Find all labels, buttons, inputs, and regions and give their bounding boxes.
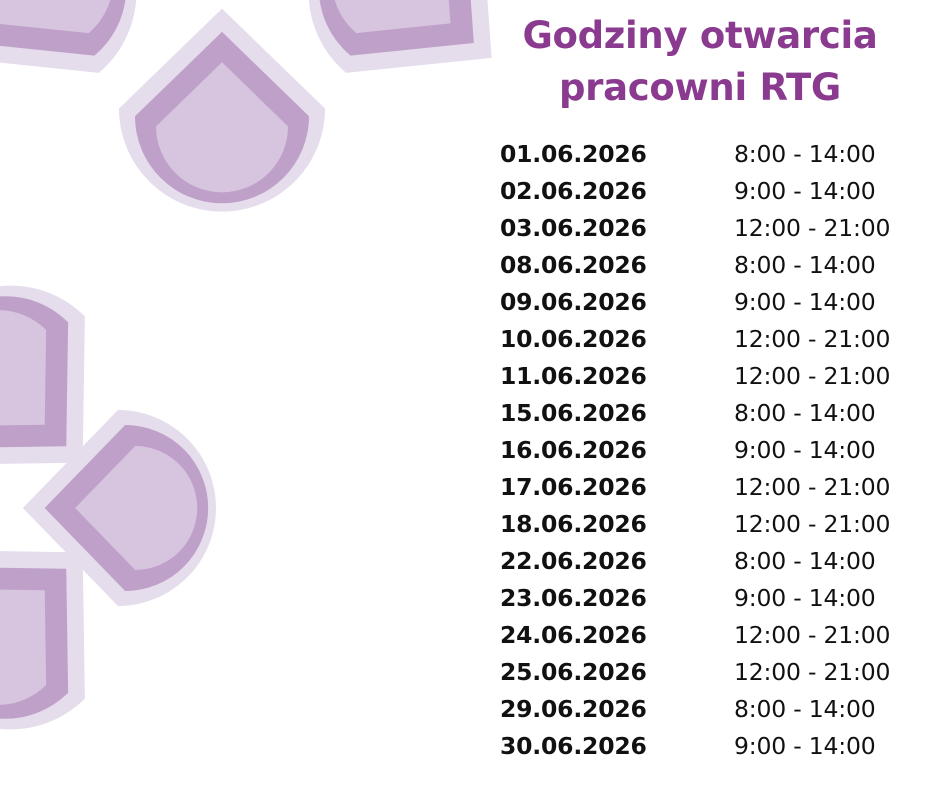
schedule-hours: 12:00 - 21:00 bbox=[734, 510, 891, 538]
schedule-hours: 12:00 - 21:00 bbox=[734, 621, 891, 649]
schedule-date: 08.06.2026 bbox=[500, 251, 647, 279]
schedule-row: 17.06.2026 12:00 - 21:00 bbox=[500, 468, 920, 505]
schedule-hours: 12:00 - 21:00 bbox=[734, 362, 891, 390]
schedule-date: 01.06.2026 bbox=[500, 140, 647, 168]
schedule-date: 23.06.2026 bbox=[500, 584, 647, 612]
schedule-date: 22.06.2026 bbox=[500, 547, 647, 575]
schedule-list: 01.06.2026 8:00 - 14:00 02.06.2026 9:00 … bbox=[500, 135, 920, 764]
schedule-hours: 12:00 - 21:00 bbox=[734, 658, 891, 686]
schedule-date: 25.06.2026 bbox=[500, 658, 647, 686]
schedule-row: 10.06.2026 12:00 - 21:00 bbox=[500, 320, 920, 357]
schedule-hours: 8:00 - 14:00 bbox=[734, 547, 876, 575]
schedule-row: 29.06.2026 8:00 - 14:00 bbox=[500, 690, 920, 727]
schedule-row: 08.06.2026 8:00 - 14:00 bbox=[500, 246, 920, 283]
schedule-date: 02.06.2026 bbox=[500, 177, 647, 205]
schedule-date: 17.06.2026 bbox=[500, 473, 647, 501]
schedule-date: 15.06.2026 bbox=[500, 399, 647, 427]
schedule-row: 16.06.2026 9:00 - 14:00 bbox=[500, 431, 920, 468]
schedule-row: 15.06.2026 8:00 - 14:00 bbox=[500, 394, 920, 431]
schedule-date: 09.06.2026 bbox=[500, 288, 647, 316]
schedule-hours: 12:00 - 21:00 bbox=[734, 325, 891, 353]
schedule-hours: 8:00 - 14:00 bbox=[734, 695, 876, 723]
schedule-hours: 9:00 - 14:00 bbox=[734, 584, 876, 612]
schedule-date: 29.06.2026 bbox=[500, 695, 647, 723]
schedule-hours: 8:00 - 14:00 bbox=[734, 399, 876, 427]
schedule-hours: 9:00 - 14:00 bbox=[734, 177, 876, 205]
page-title: Godziny otwarcia pracowni RTG bbox=[490, 10, 910, 114]
schedule-row: 09.06.2026 9:00 - 14:00 bbox=[500, 283, 920, 320]
schedule-hours: 9:00 - 14:00 bbox=[734, 732, 876, 760]
schedule-date: 03.06.2026 bbox=[500, 214, 647, 242]
schedule-date: 30.06.2026 bbox=[500, 732, 647, 760]
schedule-row: 22.06.2026 8:00 - 14:00 bbox=[500, 542, 920, 579]
schedule-row: 25.06.2026 12:00 - 21:00 bbox=[500, 653, 920, 690]
schedule-row: 01.06.2026 8:00 - 14:00 bbox=[500, 135, 920, 172]
schedule-row: 30.06.2026 9:00 - 14:00 bbox=[500, 727, 920, 764]
schedule-row: 02.06.2026 9:00 - 14:00 bbox=[500, 172, 920, 209]
schedule-date: 18.06.2026 bbox=[500, 510, 647, 538]
schedule-date: 16.06.2026 bbox=[500, 436, 647, 464]
schedule-hours: 12:00 - 21:00 bbox=[734, 214, 891, 242]
schedule-hours: 8:00 - 14:00 bbox=[734, 140, 876, 168]
schedule-row: 23.06.2026 9:00 - 14:00 bbox=[500, 579, 920, 616]
petal-top-icon bbox=[119, 8, 325, 212]
schedule-hours: 8:00 - 14:00 bbox=[734, 251, 876, 279]
schedule-row: 24.06.2026 12:00 - 21:00 bbox=[500, 616, 920, 653]
schedule-date: 24.06.2026 bbox=[500, 621, 647, 649]
schedule-hours: 9:00 - 14:00 bbox=[734, 436, 876, 464]
schedule-row: 11.06.2026 12:00 - 21:00 bbox=[500, 357, 920, 394]
schedule-hours: 9:00 - 14:00 bbox=[734, 288, 876, 316]
schedule-date: 11.06.2026 bbox=[500, 362, 647, 390]
schedule-row: 18.06.2026 12:00 - 21:00 bbox=[500, 505, 920, 542]
schedule-row: 03.06.2026 12:00 - 21:00 bbox=[500, 209, 920, 246]
title-line-1: Godziny otwarcia bbox=[522, 14, 878, 57]
schedule-date: 10.06.2026 bbox=[500, 325, 647, 353]
schedule-hours: 12:00 - 21:00 bbox=[734, 473, 891, 501]
title-line-2: pracowni RTG bbox=[559, 66, 841, 109]
